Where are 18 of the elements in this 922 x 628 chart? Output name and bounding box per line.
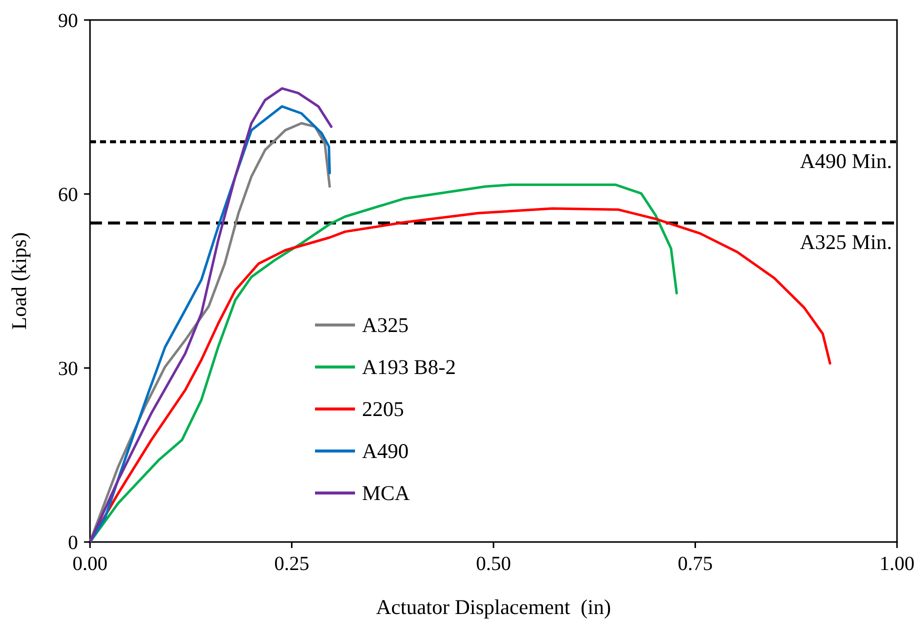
x-tick-label: 0.50 [476, 553, 511, 575]
ref-line-label: A490 Min. [800, 148, 892, 173]
y-tick-label: 90 [58, 10, 78, 32]
legend-label: A325 [362, 313, 409, 337]
y-tick-label: 60 [58, 184, 78, 206]
y-tick-label: 0 [68, 532, 78, 554]
legend-label: A193 B8-2 [362, 355, 456, 379]
x-tick-label: 0.25 [274, 553, 310, 575]
legend-label: MCA [362, 481, 411, 505]
ref-line-label: A325 Min. [800, 230, 892, 254]
x-tick-label: 0.00 [72, 553, 108, 575]
x-axis-title: Actuator Displacement (in) [376, 595, 612, 619]
y-axis-title: Load (kips) [7, 232, 31, 330]
legend-label: 2205 [362, 397, 404, 421]
x-tick-label: 0.75 [678, 553, 713, 575]
y-tick-label: 30 [58, 358, 78, 380]
legend-label: A490 [362, 439, 409, 463]
x-tick-label: 1.00 [880, 553, 914, 575]
